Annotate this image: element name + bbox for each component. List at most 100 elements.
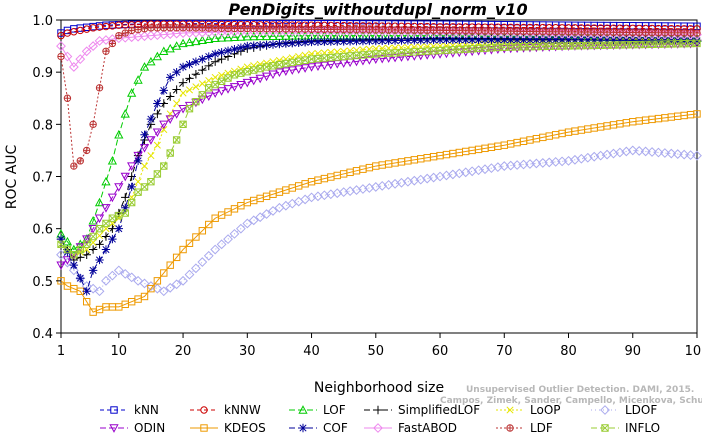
data-point-ldf xyxy=(76,157,84,165)
data-point-ldof xyxy=(653,147,664,158)
data-point-ldf xyxy=(442,26,451,35)
data-point-cof xyxy=(519,35,528,45)
data-point-cof xyxy=(634,36,644,45)
data-point-odin xyxy=(114,183,124,192)
x-tick-label: 1 xyxy=(57,344,65,359)
legend-marker-cof xyxy=(298,423,308,433)
legend-marker-simplifiedlof xyxy=(373,405,383,415)
data-point-cof xyxy=(461,35,470,45)
data-point-ldf xyxy=(667,29,676,37)
data-point-cof xyxy=(352,36,361,46)
data-point-inflo xyxy=(82,240,91,249)
data-point-lof xyxy=(101,176,111,186)
data-point-simplifiedlof xyxy=(172,85,181,94)
data-point-ldof xyxy=(634,146,645,156)
data-point-cof xyxy=(76,274,85,283)
data-point-ldof xyxy=(235,223,246,234)
data-point-inflo xyxy=(320,54,329,62)
data-point-cof xyxy=(493,35,503,45)
data-point-ldf xyxy=(237,24,245,33)
data-point-kdeos xyxy=(160,269,168,277)
data-point-ldf xyxy=(147,24,155,32)
data-point-lof xyxy=(120,109,130,118)
data-point-odin xyxy=(371,55,381,64)
data-point-ldof xyxy=(139,278,150,289)
legend-marker-ldf xyxy=(506,424,514,432)
data-point-kdeos xyxy=(192,233,200,241)
data-point-loop xyxy=(179,89,187,97)
data-point-ldf xyxy=(224,24,232,32)
data-point-ldof xyxy=(101,275,111,286)
data-point-ldof xyxy=(191,263,201,274)
data-point-odin xyxy=(364,56,375,65)
data-point-odin xyxy=(274,68,285,78)
data-point-cof xyxy=(114,224,124,233)
data-point-ldof xyxy=(133,275,143,286)
data-point-ldf xyxy=(95,84,104,92)
legend-marker-knnw xyxy=(200,406,208,414)
legend-label-fastabod: FastABOD xyxy=(398,421,457,434)
data-point-inflo xyxy=(275,61,284,69)
data-point-cof xyxy=(474,35,483,45)
data-point-cof xyxy=(378,36,387,45)
legend-label-inflo: INFLO xyxy=(625,421,660,434)
data-point-inflo xyxy=(359,51,367,59)
data-point-fastabod xyxy=(62,51,73,62)
data-point-ldf xyxy=(622,28,631,37)
data-point-lof xyxy=(210,33,220,42)
data-point-odin xyxy=(416,51,426,61)
data-point-ldf xyxy=(198,24,207,32)
data-point-ldof xyxy=(165,282,176,293)
data-point-ldf xyxy=(506,27,515,35)
data-point-loop xyxy=(147,152,155,160)
data-point-cof xyxy=(435,35,445,45)
series-kdeos xyxy=(57,110,701,316)
data-point-simplifiedlof xyxy=(191,70,201,79)
data-point-ldf xyxy=(352,26,361,34)
data-point-cof xyxy=(416,35,425,45)
data-point-ldf xyxy=(410,26,419,34)
series-lof xyxy=(56,30,702,254)
chart-title: PenDigits_withoutdupl_norm_v10 xyxy=(228,0,527,19)
data-point-odin xyxy=(146,136,156,145)
data-point-ldf xyxy=(494,27,502,35)
data-point-cof xyxy=(557,35,567,45)
x-tick-label: 90 xyxy=(624,344,641,359)
data-point-ldf xyxy=(391,26,399,34)
data-point-cof xyxy=(467,35,477,45)
data-point-ldf xyxy=(462,27,470,35)
data-point-ldf xyxy=(404,26,412,34)
data-point-kdeos xyxy=(147,284,155,293)
data-point-loop xyxy=(140,162,149,170)
data-point-cof xyxy=(403,36,413,45)
data-point-ldf xyxy=(230,24,239,33)
data-point-ldf xyxy=(70,162,78,170)
data-point-simplifiedlof xyxy=(204,61,213,71)
data-point-cof xyxy=(615,36,625,45)
data-point-fastabod xyxy=(75,54,86,65)
data-point-ldf xyxy=(172,24,181,32)
data-point-ldof xyxy=(171,279,182,290)
legend-item-ldof: LDOF xyxy=(591,403,657,417)
series-line-simplifiedlof xyxy=(60,37,698,261)
data-point-loop xyxy=(89,239,97,247)
data-point-ldf xyxy=(205,24,213,32)
data-point-cof xyxy=(525,35,535,45)
data-point-ldf xyxy=(262,25,271,33)
data-point-ldf xyxy=(359,26,367,34)
data-point-ldf xyxy=(140,25,149,33)
legend-label-ldf: LDF xyxy=(530,421,553,434)
data-point-ldf xyxy=(89,120,97,128)
data-point-simplifiedlof xyxy=(95,240,104,249)
data-point-cof xyxy=(487,35,496,45)
y-tick-label: 1.0 xyxy=(32,14,53,29)
data-point-ldf xyxy=(211,24,219,32)
data-point-ldf xyxy=(551,28,560,36)
data-point-ldf xyxy=(384,26,393,34)
legend: kNN kNNW LOF SimplifiedLOF LoOP LDOF ODIN KDEOS… xyxy=(100,403,660,434)
data-point-ldf xyxy=(346,26,354,34)
data-point-ldof xyxy=(68,265,79,276)
data-point-ldof xyxy=(640,146,651,157)
data-point-odin xyxy=(107,193,118,203)
data-point-cof xyxy=(384,36,393,45)
